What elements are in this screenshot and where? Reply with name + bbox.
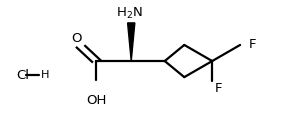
Text: OH: OH bbox=[86, 94, 107, 107]
Text: H: H bbox=[40, 70, 49, 80]
Text: F: F bbox=[215, 82, 222, 95]
Text: O: O bbox=[71, 32, 81, 45]
Text: Cl: Cl bbox=[16, 69, 29, 82]
Polygon shape bbox=[127, 23, 135, 61]
Text: $\mathregular{H_2N}$: $\mathregular{H_2N}$ bbox=[116, 5, 143, 20]
Text: F: F bbox=[248, 38, 256, 51]
